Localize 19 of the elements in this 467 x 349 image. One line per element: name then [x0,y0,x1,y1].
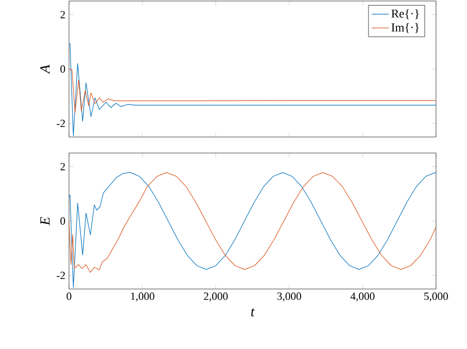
legend-label: Im{·} [392,23,419,33]
legend-label: Re{·} [391,9,419,20]
y-axis-title: E [40,216,50,226]
x-tick-label: 5,000 [424,292,448,302]
x-tick-label: 2,000 [204,292,228,302]
x-tick-label: 3,000 [277,292,302,302]
x-tick-label: 0 [66,292,72,300]
line-series [69,68,436,113]
y-tick-label: 0 [60,65,66,73]
y-tick-label: 0 [60,217,66,225]
x-tick-label: 1,000 [131,292,154,302]
y-tick-label: -2 [56,120,65,128]
y-axis-title: A [40,64,50,74]
y-tick-label: -2 [56,272,65,280]
y-tick-label: 2 [60,10,65,18]
y-tick-label: 2 [60,162,65,170]
line-series [69,43,436,136]
x-tick-label: 4,000 [350,292,375,302]
x-axis-title: t [251,308,255,316]
